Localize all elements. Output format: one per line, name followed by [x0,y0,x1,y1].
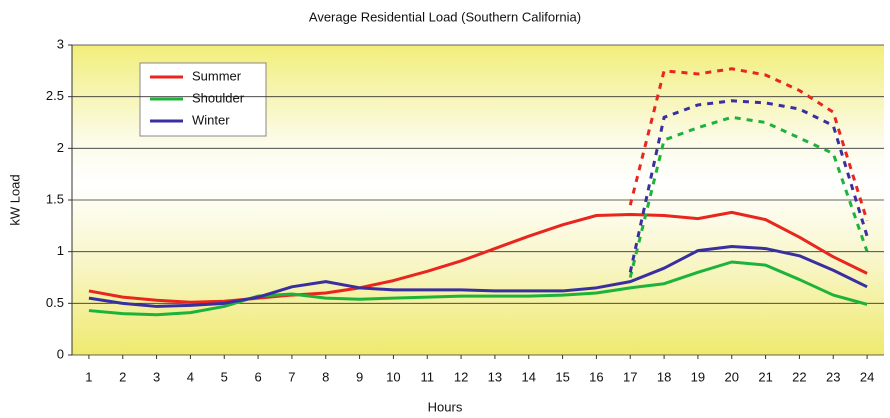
x-tick-label: 20 [725,369,739,384]
x-tick-label: 16 [589,369,603,384]
x-tick-label: 1 [85,369,92,384]
x-tick-label: 22 [792,369,806,384]
x-tick-label: 12 [454,369,468,384]
x-tick-label: 5 [221,369,228,384]
x-tick-label: 3 [153,369,160,384]
x-tick-label: 17 [623,369,637,384]
x-tick-label: 9 [356,369,363,384]
y-tick-label: 2.5 [46,88,64,103]
y-tick-label: 1 [57,243,64,258]
x-tick-label: 4 [187,369,194,384]
x-tick-label: 18 [657,369,671,384]
x-tick-label: 15 [555,369,569,384]
x-axis-label: Hours [428,399,463,414]
peak-line [628,67,869,222]
series-line [88,260,868,317]
legend-label: Summer [192,68,242,83]
x-tick-label: 11 [421,369,435,384]
x-tick-label: 10 [386,369,400,384]
x-tick-label: 2 [119,369,126,384]
y-tick-label: 3 [57,36,64,51]
peak-line [628,99,869,273]
x-tick-label: 6 [254,369,261,384]
chart-title: Average Residential Load (Southern Calif… [309,9,581,24]
x-tick-label: 8 [322,369,329,384]
series-line [88,210,868,304]
y-axis-label: kW Load [7,174,22,225]
y-tick-label: 1.5 [46,191,64,206]
x-tick-label: 13 [488,369,502,384]
x-tick-label: 14 [522,369,536,384]
x-tick-label: 24 [860,369,874,384]
legend-label: Winter [192,112,230,127]
x-tick-label: 21 [758,369,772,384]
peak-line [628,115,869,278]
y-tick-label: 0.5 [46,295,64,310]
x-tick-label: 19 [691,369,705,384]
series-line [88,245,868,308]
legend-label: Shoulder [192,90,245,105]
x-tick-label: 7 [288,369,295,384]
y-tick-label: 0 [57,346,64,361]
y-tick-label: 2 [57,140,64,155]
x-tick-label: 23 [826,369,840,384]
